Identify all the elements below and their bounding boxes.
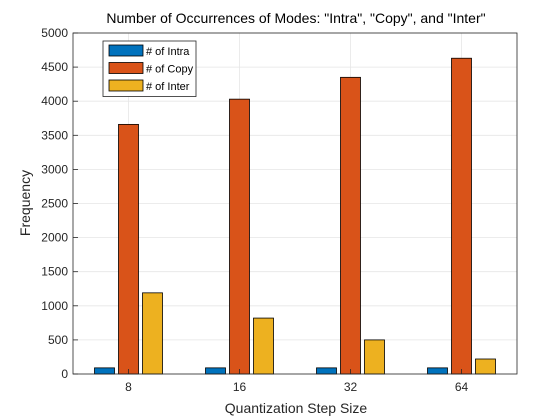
bar [427,367,448,375]
legend-label: # of Inter [146,81,190,93]
bar [364,339,385,375]
legend-swatch [108,79,144,92]
bar [205,367,226,375]
legend: # of Intra # of Copy # of Inter [102,40,197,97]
bar [475,358,496,375]
legend-swatch [108,44,144,57]
y-tick-label: 0 [61,367,68,381]
bar [340,76,361,375]
bar [142,292,163,375]
x-tick-label: 8 [125,380,132,394]
legend-swatch [108,62,144,74]
y-tick-label: 4000 [41,94,68,108]
y-tick-labels: 0 500 1000 1500 2000 2500 3000 3500 4000 4500 5000 [41,26,68,381]
x-tick-label: 64 [455,380,469,394]
x-axis-title: Quantization Step Size [225,400,368,416]
x-tick-labels: 8 16 32 64 [125,380,468,394]
y-tick-label: 1000 [41,299,68,313]
y-tick-label: 2500 [41,197,68,211]
x-tick-label: 32 [344,380,358,394]
y-tick-label: 5000 [41,26,68,40]
chart-title: Number of Occurrences of Modes: "Intra",… [106,10,485,26]
bar [451,57,472,375]
legend-label: # of Intra [146,46,190,58]
y-tick-label: 3000 [41,162,68,176]
legend-label: # of Copy [146,64,194,76]
axis-ticks [73,32,462,375]
bar [253,317,274,375]
bar [229,98,250,375]
bar [118,123,139,375]
y-tick-label: 3500 [41,128,68,142]
y-tick-label: 2000 [41,231,68,245]
y-tick-label: 500 [48,333,68,347]
x-tick-label: 16 [233,380,247,394]
bar [94,367,115,375]
y-tick-label: 1500 [41,265,68,279]
y-axis-title: Frequency [17,170,33,236]
y-tick-label: 4500 [41,60,68,74]
bar [316,367,337,375]
bars [94,57,496,375]
